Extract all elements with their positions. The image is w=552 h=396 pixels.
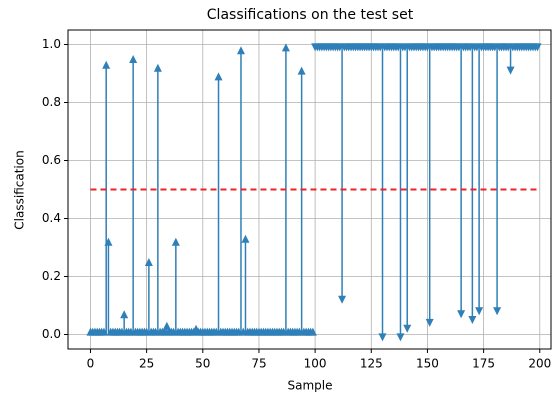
- marker: [281, 43, 290, 52]
- marker: [338, 295, 347, 304]
- series: [86, 43, 317, 336]
- marker: [241, 234, 250, 243]
- marker: [425, 318, 434, 327]
- plot-frame: [67, 29, 552, 350]
- x-tick-label: 50: [195, 357, 210, 371]
- y-tick-label: 0.2: [42, 269, 61, 283]
- y-tick-label: 0.8: [42, 95, 61, 109]
- marker: [475, 307, 484, 316]
- marker: [533, 43, 542, 52]
- marker: [457, 310, 466, 319]
- marker: [308, 327, 317, 336]
- marker: [468, 316, 477, 324]
- marker: [506, 66, 515, 75]
- y-tick-label: 0.4: [42, 211, 61, 225]
- marker: [378, 333, 387, 342]
- marker: [403, 324, 412, 333]
- marker: [171, 237, 180, 246]
- marker: [162, 321, 171, 330]
- x-tick-label: 25: [139, 357, 154, 371]
- x-tick-label: 150: [416, 357, 439, 371]
- x-tick-label: 100: [304, 357, 327, 371]
- x-axis-label: Sample: [288, 379, 333, 393]
- marker: [493, 307, 502, 316]
- marker: [153, 63, 162, 72]
- series: [311, 43, 542, 342]
- x-tick-label: 175: [472, 357, 495, 371]
- marker: [102, 60, 111, 69]
- marker: [144, 258, 153, 266]
- marker: [129, 55, 138, 63]
- x-tick-label: 75: [251, 357, 266, 371]
- marker: [297, 66, 306, 75]
- y-tick-label: 0.6: [42, 153, 61, 167]
- marker: [396, 333, 405, 342]
- marker: [214, 72, 223, 81]
- chart-title: Classifications on the test set: [207, 7, 414, 23]
- y-tick-label: 1.0: [42, 37, 61, 51]
- marker: [104, 237, 113, 246]
- x-tick-label: 200: [528, 357, 551, 371]
- marker: [120, 310, 129, 319]
- y-tick-label: 0.0: [42, 327, 61, 341]
- x-tick-label: 125: [360, 357, 383, 371]
- x-tick-label: 0: [87, 357, 95, 371]
- marker: [236, 46, 245, 55]
- y-axis-label: Classification: [13, 150, 27, 229]
